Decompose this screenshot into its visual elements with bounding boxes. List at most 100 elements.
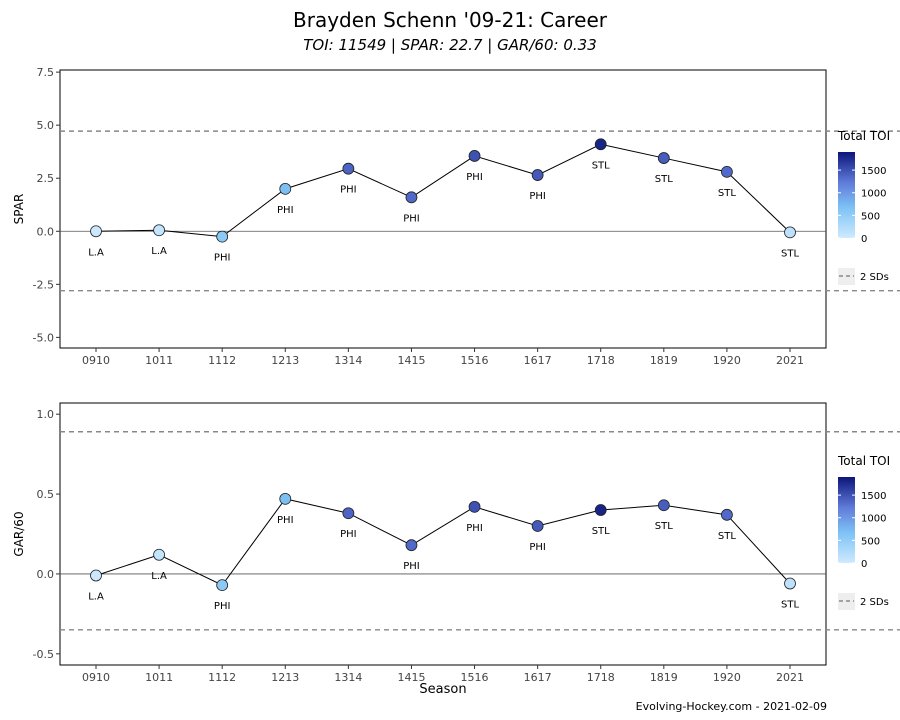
spar-team-label: PHI — [214, 253, 231, 264]
gar60-ytick-label: 0.0 — [37, 568, 55, 581]
chart-subtitle: TOI: 11549 | SPAR: 22.7 | GAR/60: 0.33 — [303, 36, 597, 54]
spar-point — [721, 165, 733, 178]
spar-colorbar-label: 1000 — [861, 189, 886, 200]
gar60-series-line — [95, 498, 791, 586]
gar60-point — [657, 499, 670, 512]
spar-point — [279, 182, 292, 195]
gar60-colorbar-label: 500 — [861, 536, 880, 547]
gar60-team-label: STL — [655, 521, 673, 532]
spar-point — [342, 162, 355, 175]
spar-ytick-label: 7.5 — [37, 66, 55, 79]
gar60-ytick-label: 0.5 — [37, 488, 55, 501]
source-caption: Evolving-Hockey.com - 2021-02-09 — [635, 700, 827, 713]
gar60-xtick-label: 1011 — [145, 671, 173, 684]
chart-title: Brayden Schenn '09-21: Career — [293, 8, 607, 32]
spar-team-label: PHI — [529, 191, 546, 202]
spar-colorbar-label: 500 — [861, 211, 880, 222]
gar60-xtick-label: 1112 — [208, 671, 236, 684]
gar60-xtick-label: 1718 — [587, 671, 615, 684]
spar-team-label: STL — [781, 248, 799, 259]
gar60-point — [405, 539, 418, 552]
gar60-panel: -0.5 0.0 0.5 1.0 GAR/60 0910 1011 1112 1213 1314 1… — [12, 402, 900, 684]
gar60-xtick-label: 1617 — [524, 671, 552, 684]
gar60-team-label: PHI — [466, 523, 483, 534]
spar-point — [531, 169, 544, 181]
gar60-team-label: PHI — [214, 601, 231, 612]
gar60-sd-key-label: 2 SDs — [860, 597, 889, 608]
spar-panel: -5.0 -2.5 0.0 2.5 5.0 7.5 SPAR 0910 1011 1112 1213… — [12, 66, 900, 367]
gar60-toi-colorbar — [838, 477, 855, 563]
gar60-team-label: PHI — [529, 542, 546, 553]
spar-point — [405, 191, 418, 204]
spar-team-label: STL — [655, 174, 673, 185]
gar60-xtick-label: 1819 — [650, 671, 678, 684]
spar-colorbar-label: 0 — [861, 234, 867, 245]
spar-team-label: L.A — [88, 247, 104, 258]
spar-point — [216, 230, 229, 243]
gar60-xtick-label: 1213 — [271, 671, 299, 684]
gar60-team-label: PHI — [340, 529, 357, 540]
spar-xtick-label: 1213 — [271, 354, 299, 367]
gar60-team-label: L.A — [151, 571, 167, 582]
spar-team-label: PHI — [340, 185, 357, 196]
gar60-team-label: STL — [592, 526, 610, 537]
spar-point — [784, 226, 796, 239]
spar-xtick-label: 1718 — [587, 354, 615, 367]
gar60-colorbar-label: 1000 — [861, 514, 886, 525]
gar60-xtick-label: 1516 — [461, 671, 489, 684]
gar60-point — [468, 500, 481, 513]
spar-colorbar-label: 1500 — [861, 166, 886, 177]
spar-xtick-label: 1011 — [145, 354, 173, 367]
spar-plot-frame — [59, 69, 827, 349]
spar-ytick-label: 0.0 — [37, 225, 55, 238]
spar-xtick-label: 2021 — [776, 354, 804, 367]
spar-point — [657, 152, 670, 164]
spar-legend-title: Total TOI — [837, 129, 890, 143]
gar60-xtick-label: 1314 — [334, 671, 362, 684]
gar60-point — [279, 492, 292, 505]
spar-xtick-label: 0910 — [82, 354, 110, 367]
gar60-ytick-label: -0.5 — [33, 648, 54, 661]
gar60-xtick-label: 2021 — [776, 671, 804, 684]
spar-point — [594, 138, 607, 151]
spar-point — [468, 150, 481, 162]
spar-team-label: STL — [592, 160, 610, 171]
spar-series-line — [95, 143, 791, 238]
gar60-colorbar-label: 1500 — [861, 491, 886, 502]
spar-team-label: L.A — [151, 246, 167, 257]
spar-ytick-label: 2.5 — [37, 172, 55, 185]
spar-team-label: PHI — [277, 205, 294, 216]
gar60-point — [153, 548, 165, 561]
spar-team-label: PHI — [466, 172, 483, 183]
gar60-point — [216, 579, 229, 592]
gar60-ytick-label: 1.0 — [37, 408, 55, 421]
spar-xtick-label: 1516 — [461, 354, 489, 367]
spar-toi-colorbar — [838, 152, 855, 238]
spar-y-axis-title: SPAR — [12, 194, 26, 225]
gar60-xtick-label: 0910 — [82, 671, 110, 684]
gar60-point — [594, 504, 607, 516]
gar60-team-label: STL — [718, 531, 736, 542]
gar60-team-label: PHI — [403, 561, 420, 572]
spar-ytick-label: -2.5 — [33, 278, 54, 291]
gar60-team-label: L.A — [88, 592, 104, 603]
spar-point — [153, 224, 165, 237]
gar60-legend-title: Total TOI — [837, 454, 890, 468]
spar-xtick-label: 1920 — [713, 354, 741, 367]
gar60-point — [90, 569, 102, 582]
spar-xtick-label: 1415 — [397, 354, 425, 367]
gar60-xtick-label: 1415 — [397, 671, 425, 684]
x-axis-label: Season — [419, 682, 467, 697]
spar-ytick-label: -5.0 — [33, 331, 54, 344]
gar60-colorbar-label: 0 — [861, 559, 867, 570]
gar60-y-axis-title: GAR/60 — [12, 511, 26, 556]
gar60-point — [531, 520, 544, 532]
spar-team-label: STL — [718, 188, 736, 199]
gar60-team-label: STL — [781, 600, 799, 611]
spar-point — [90, 225, 102, 238]
spar-xtick-label: 1314 — [334, 354, 362, 367]
gar60-point — [342, 507, 355, 520]
spar-sd-key-label: 2 SDs — [860, 272, 889, 283]
spar-xtick-label: 1819 — [650, 354, 678, 367]
